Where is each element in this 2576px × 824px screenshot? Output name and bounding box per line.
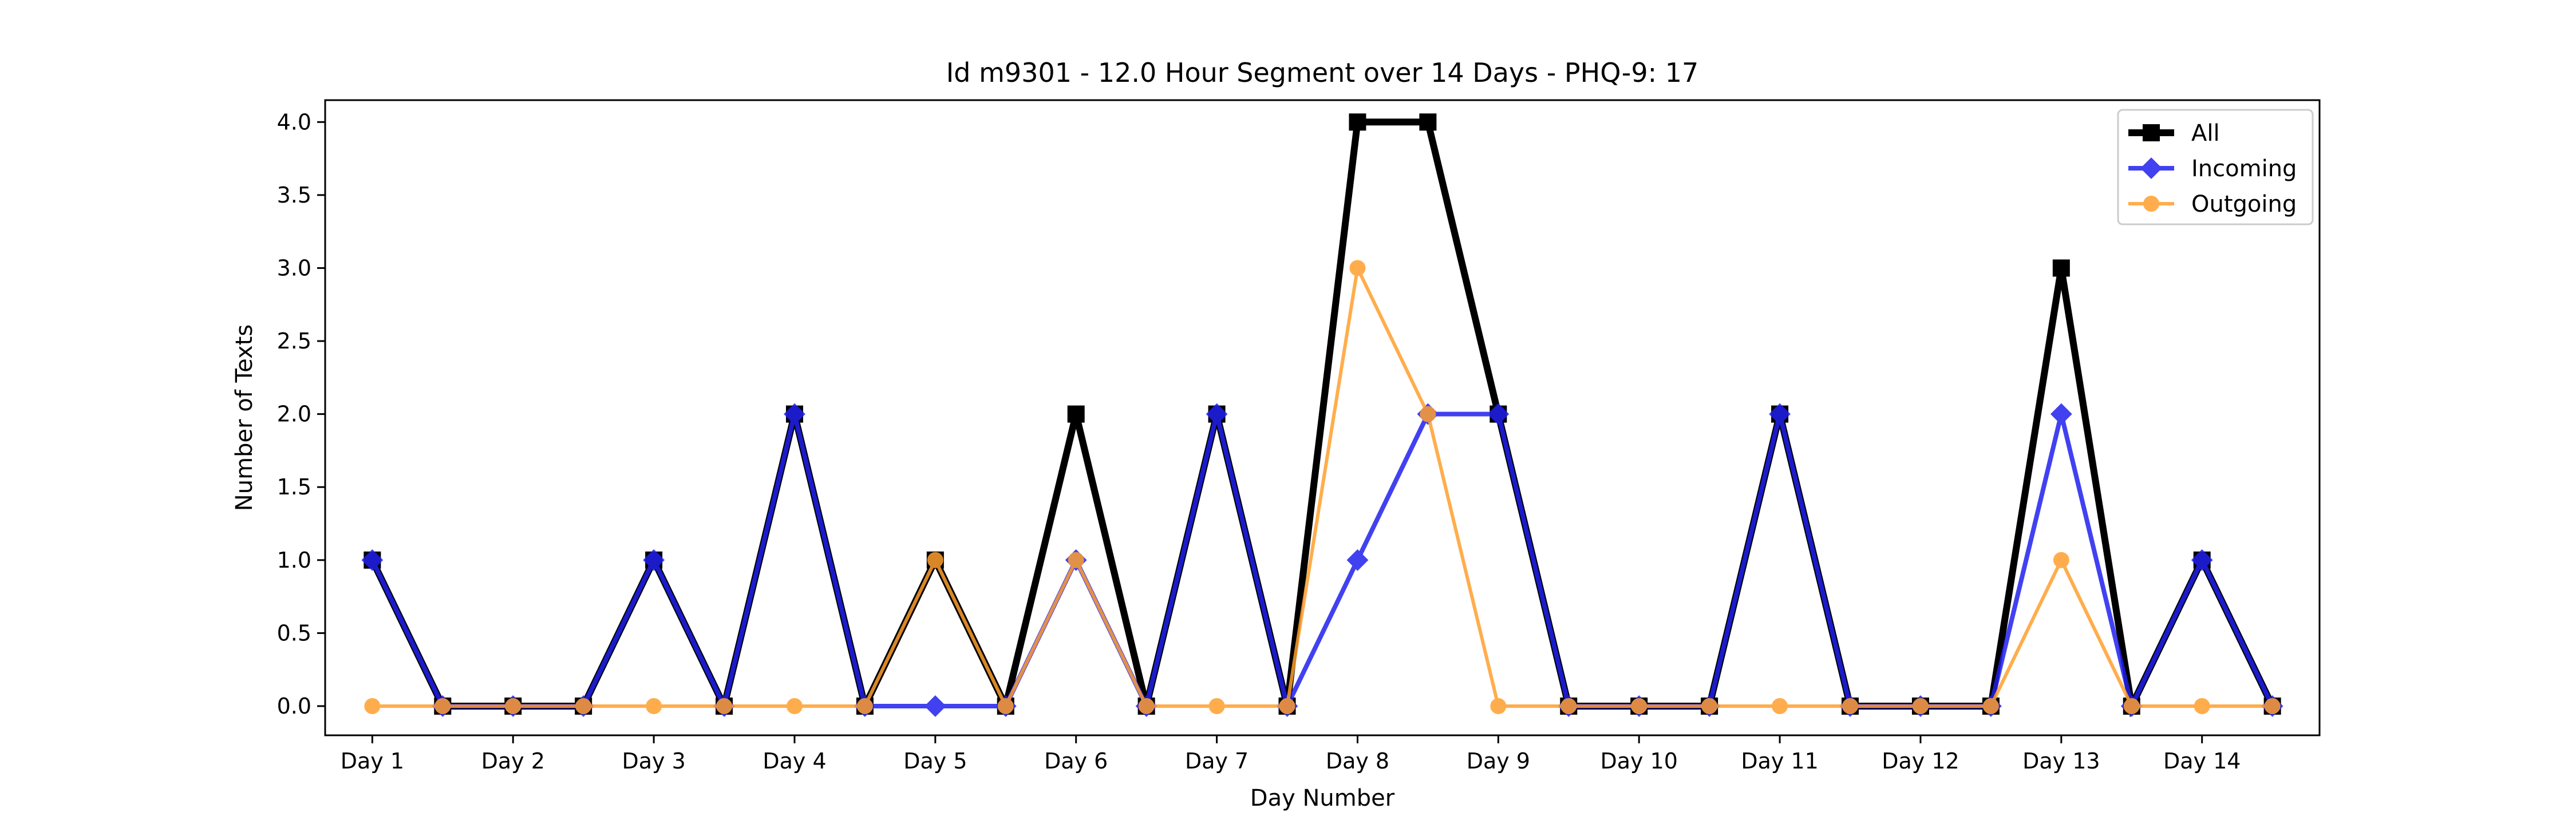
x-tick-label: Day 5 xyxy=(903,748,967,774)
data-point xyxy=(1346,549,1369,571)
data-point xyxy=(434,698,451,714)
data-point xyxy=(856,698,873,714)
x-tick-label: Day 4 xyxy=(762,748,826,774)
data-point xyxy=(924,695,946,717)
y-tick-label: 2.0 xyxy=(277,402,311,427)
legend: All Incoming Outgoing xyxy=(2117,109,2314,225)
y-tick-label: 0.5 xyxy=(277,620,311,645)
data-point xyxy=(505,698,521,714)
data-point xyxy=(2191,549,2213,571)
data-point xyxy=(927,552,943,568)
series-layer xyxy=(361,113,2283,718)
legend-marker xyxy=(2140,157,2162,179)
y-tick-label: 4.0 xyxy=(277,109,311,134)
x-tick-label: Day 8 xyxy=(1326,748,1389,774)
data-point xyxy=(786,698,803,714)
y-tick-label: 0.0 xyxy=(277,694,311,719)
data-point xyxy=(1982,698,1999,714)
data-point xyxy=(1068,552,1084,568)
data-point xyxy=(1279,698,1295,714)
legend-box xyxy=(2117,109,2314,225)
x-tick-label: Day 7 xyxy=(1185,748,1249,774)
data-point xyxy=(364,698,381,714)
y-tick-label: 3.0 xyxy=(277,255,311,280)
data-point xyxy=(2050,403,2072,425)
x-tick-label: Day 3 xyxy=(622,748,685,774)
series-line xyxy=(372,262,2273,710)
data-point xyxy=(2052,259,2070,277)
x-tick-label: Day 11 xyxy=(1741,748,1818,774)
x-tick-label: Day 1 xyxy=(341,748,404,774)
data-point xyxy=(1419,113,1437,131)
legend-label: Incoming xyxy=(2191,156,2297,182)
data-point xyxy=(716,698,733,714)
data-point xyxy=(1701,698,1718,714)
y-tick-label: 1.5 xyxy=(277,474,311,500)
data-point xyxy=(1490,698,1507,714)
legend-marker xyxy=(2143,196,2159,212)
y-axis: 0.0 0.5 1.0 1.5 2.0 2.5 3.0 3.5 4.0 xyxy=(277,109,325,719)
data-point xyxy=(2053,552,2069,568)
x-tick-label: Day 14 xyxy=(2163,748,2241,774)
data-point xyxy=(1349,260,1366,276)
data-point xyxy=(2123,698,2140,714)
legend-marker xyxy=(2143,124,2160,141)
data-point xyxy=(1349,113,1366,131)
y-tick-label: 2.5 xyxy=(277,328,311,354)
data-point xyxy=(575,698,592,714)
data-point xyxy=(1772,698,1788,714)
data-point xyxy=(361,549,384,571)
data-point xyxy=(1631,698,1647,714)
legend-entry xyxy=(2128,124,2174,141)
x-axis-title: Day Number xyxy=(1250,785,1395,811)
legend-entry xyxy=(2128,196,2174,212)
x-tick-label: Day 6 xyxy=(1044,748,1108,774)
data-point xyxy=(646,698,662,714)
x-tick-label: Day 12 xyxy=(1882,748,1959,774)
x-axis: Day 1 Day 2 Day 3 Day 4 Day 5 Day 6 Day 7 Day 8… xyxy=(341,735,2241,774)
data-point xyxy=(784,403,805,425)
data-point xyxy=(1208,698,1225,714)
data-point xyxy=(2194,698,2210,714)
x-tick-label: Day 10 xyxy=(1600,748,1677,774)
data-point xyxy=(643,549,665,571)
series-outgoing xyxy=(364,260,2281,714)
data-point xyxy=(1420,406,1436,422)
data-point xyxy=(1769,403,1791,425)
data-point xyxy=(1842,698,1859,714)
legend-entry xyxy=(2128,157,2174,179)
y-tick-label: 3.5 xyxy=(277,183,311,208)
plot-frame xyxy=(324,99,2321,736)
x-tick-label: Day 2 xyxy=(481,748,545,774)
chart-title: Id m9301 - 12.0 Hour Segment over 14 Day… xyxy=(946,57,1699,88)
data-point xyxy=(1487,403,1510,425)
x-tick-label: Day 9 xyxy=(1467,748,1530,774)
data-point xyxy=(1138,698,1155,714)
y-axis-title: Number of Texts xyxy=(231,324,258,511)
data-point xyxy=(1912,698,1929,714)
data-point xyxy=(997,698,1014,714)
x-tick-label: Day 13 xyxy=(2022,748,2100,774)
legend-label: Outgoing xyxy=(2191,191,2297,217)
y-tick-label: 1.0 xyxy=(277,548,311,573)
data-point xyxy=(1560,698,1577,714)
data-point xyxy=(1206,403,1228,425)
data-point xyxy=(1067,405,1085,423)
data-point xyxy=(2264,698,2281,714)
legend-label: All xyxy=(2191,120,2220,146)
